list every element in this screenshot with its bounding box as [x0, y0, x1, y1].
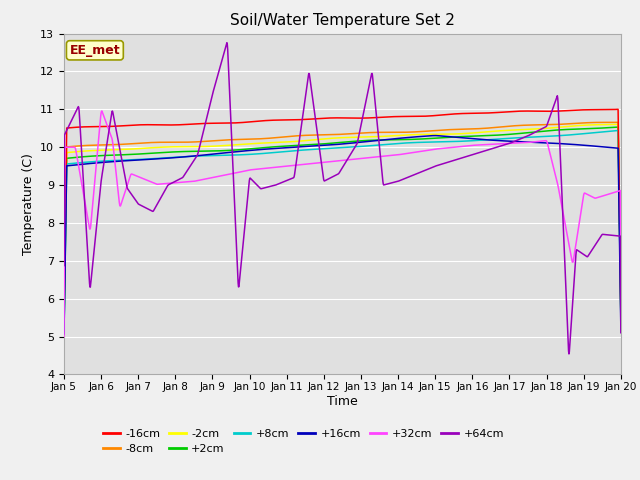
Legend: -16cm, -8cm, -2cm, +2cm, +8cm, +16cm, +32cm, +64cm: -16cm, -8cm, -2cm, +2cm, +8cm, +16cm, +3… [99, 424, 508, 459]
Y-axis label: Temperature (C): Temperature (C) [22, 153, 35, 255]
Title: Soil/Water Temperature Set 2: Soil/Water Temperature Set 2 [230, 13, 455, 28]
X-axis label: Time: Time [327, 395, 358, 408]
Text: EE_met: EE_met [70, 44, 120, 57]
